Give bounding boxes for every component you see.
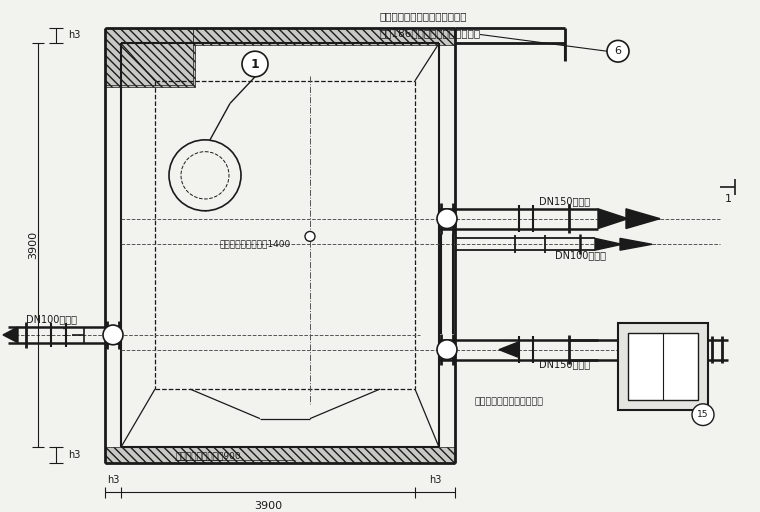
Text: h3: h3 — [68, 450, 81, 460]
Circle shape — [242, 51, 268, 77]
Polygon shape — [3, 327, 18, 343]
Text: DN100滤水管: DN100滤水管 — [555, 250, 606, 260]
Bar — [105, 28, 195, 87]
Polygon shape — [626, 209, 660, 228]
Text: 15: 15 — [697, 410, 709, 419]
Text: 通风管，高出覆土面1400: 通风管，高出覆土面1400 — [220, 240, 291, 249]
Polygon shape — [598, 209, 628, 228]
Bar — [628, 333, 698, 400]
Text: DN150溢水管: DN150溢水管 — [539, 359, 590, 370]
Polygon shape — [595, 239, 622, 250]
Text: DN100进水管: DN100进水管 — [26, 314, 77, 324]
Circle shape — [437, 209, 457, 228]
Circle shape — [437, 340, 457, 359]
Text: 见第186页，安装要求详见总说明: 见第186页，安装要求详见总说明 — [380, 29, 481, 38]
Circle shape — [692, 404, 714, 425]
Text: 尺寸根据工程具体情况决定: 尺寸根据工程具体情况决定 — [475, 397, 544, 407]
Text: h3: h3 — [107, 475, 119, 485]
Text: 1: 1 — [251, 57, 259, 71]
Text: 通风管，高出覆土面900: 通风管，高出覆土面900 — [175, 452, 241, 461]
Text: 顶板预留水位传示装置孔，做法: 顶板预留水位传示装置孔，做法 — [380, 11, 467, 21]
Bar — [105, 28, 193, 84]
Circle shape — [607, 40, 629, 62]
Text: 3900: 3900 — [254, 501, 282, 511]
Text: 1: 1 — [62, 328, 68, 338]
Circle shape — [169, 140, 241, 211]
Circle shape — [305, 231, 315, 241]
Text: 3900: 3900 — [28, 231, 38, 259]
Polygon shape — [499, 342, 519, 357]
Circle shape — [103, 325, 123, 345]
Text: h3: h3 — [68, 30, 81, 40]
Bar — [105, 447, 455, 463]
Text: 6: 6 — [615, 46, 622, 56]
Text: 1: 1 — [724, 194, 731, 204]
Text: h3: h3 — [429, 475, 442, 485]
Text: DN150出水管: DN150出水管 — [539, 196, 590, 206]
Bar — [618, 323, 708, 410]
Polygon shape — [620, 239, 652, 250]
Bar — [193, 28, 455, 45]
